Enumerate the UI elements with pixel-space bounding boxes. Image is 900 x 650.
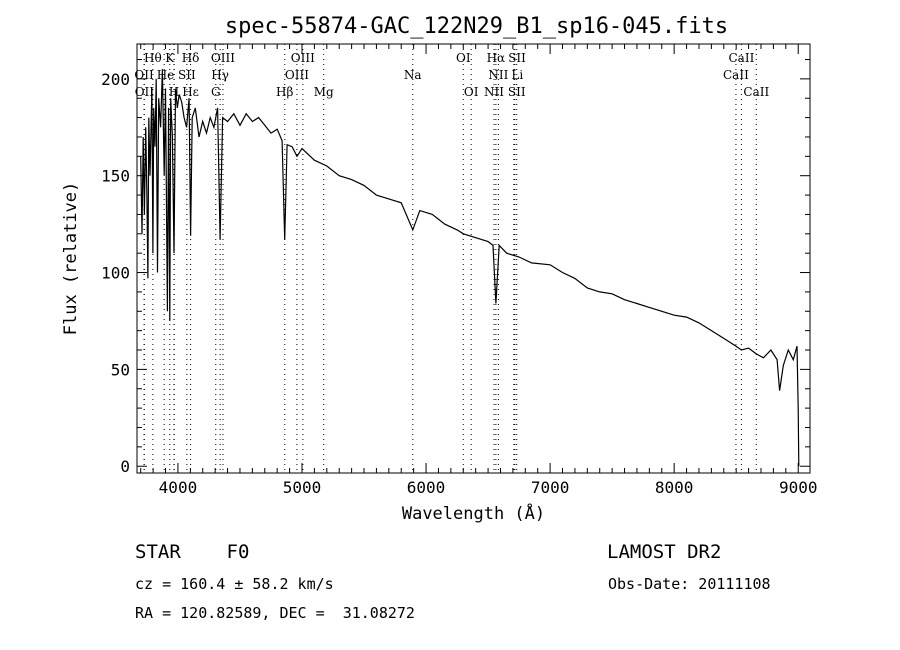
line-label: NII: [484, 85, 504, 99]
y-tick-label: 150: [101, 167, 130, 186]
line-label: Mg: [314, 85, 334, 99]
y-tick-label: 0: [120, 457, 130, 476]
line-label: SII: [508, 85, 526, 99]
obs-date-text: Obs-Date: 20111108: [608, 575, 771, 593]
x-tick-label: 9000: [779, 478, 818, 497]
line-label: Hβ: [276, 85, 293, 99]
line-label: G: [211, 85, 221, 99]
x-tick-label: 5000: [283, 478, 322, 497]
x-axis-label: Wavelength (Å): [402, 502, 545, 524]
coordinates-text: RA = 120.82589, DEC = 31.08272: [135, 604, 415, 622]
line-label: SII: [178, 68, 196, 82]
line-label: Na: [404, 68, 422, 82]
y-tick-label: 200: [101, 70, 130, 89]
survey-label: LAMOST DR2: [607, 541, 722, 563]
line-label: CaII: [743, 85, 769, 99]
y-tick-label: 100: [101, 264, 130, 283]
line-label: He: [157, 68, 175, 82]
line-label: Hα: [487, 51, 506, 65]
line-label: OII: [135, 85, 155, 99]
line-label: Hθ: [144, 51, 162, 65]
object-class: STAR F0: [135, 541, 249, 563]
redshift-text: cz = 160.4 ± 58.2 km/s: [135, 575, 334, 593]
x-tick-label: 8000: [655, 478, 694, 497]
line-label: H: [169, 85, 179, 99]
plot-frame: [136, 43, 811, 474]
line-label: OIII: [285, 68, 309, 82]
line-label: SII: [508, 51, 526, 65]
subclass-label: F0: [226, 541, 250, 563]
line-label: NII: [488, 68, 508, 82]
x-tick-label: 7000: [531, 478, 570, 497]
line-label: Hδ: [182, 51, 200, 65]
y-axis-label: Flux (relative): [61, 182, 81, 336]
line-label: Li: [511, 68, 523, 82]
line-label: K: [165, 51, 175, 65]
line-label: OI: [464, 85, 479, 99]
line-label: Hε: [182, 85, 199, 99]
line-label: Hγ: [211, 68, 229, 82]
line-label: CaII: [729, 51, 755, 65]
line-label: OIII: [211, 51, 235, 65]
line-label: OI: [456, 51, 471, 65]
spectrum-line: [140, 69, 800, 467]
line-label: OIII: [291, 51, 315, 65]
x-tick-label: 6000: [407, 478, 446, 497]
y-tick-label: 50: [111, 360, 130, 379]
line-label: CaII: [723, 68, 749, 82]
class-label: STAR: [135, 541, 181, 563]
x-tick-label: 4000: [159, 478, 198, 497]
chart-title: spec-55874-GAC_122N29_B1_sp16-045.fits: [225, 14, 728, 39]
